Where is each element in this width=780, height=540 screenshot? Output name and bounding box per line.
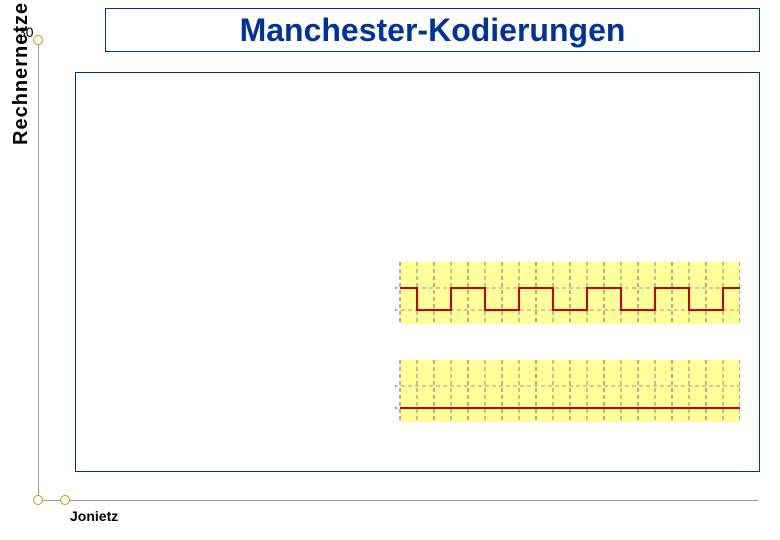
signal-diagram-2 (395, 360, 740, 438)
author-label: Jonietz (70, 508, 118, 524)
vertical-label: Rechnernetze (10, 2, 33, 145)
vertical-label-text: Rechnernetze (10, 2, 32, 145)
axis-node (60, 495, 70, 505)
title-box: Manchester-Kodierungen (105, 8, 760, 52)
axis-node (33, 495, 43, 505)
page-title: Manchester-Kodierungen (240, 12, 626, 49)
vertical-axis-line (38, 40, 39, 500)
signal-diagram-1 (395, 262, 740, 340)
axis-node (33, 35, 43, 45)
horizontal-axis-line (38, 500, 758, 501)
